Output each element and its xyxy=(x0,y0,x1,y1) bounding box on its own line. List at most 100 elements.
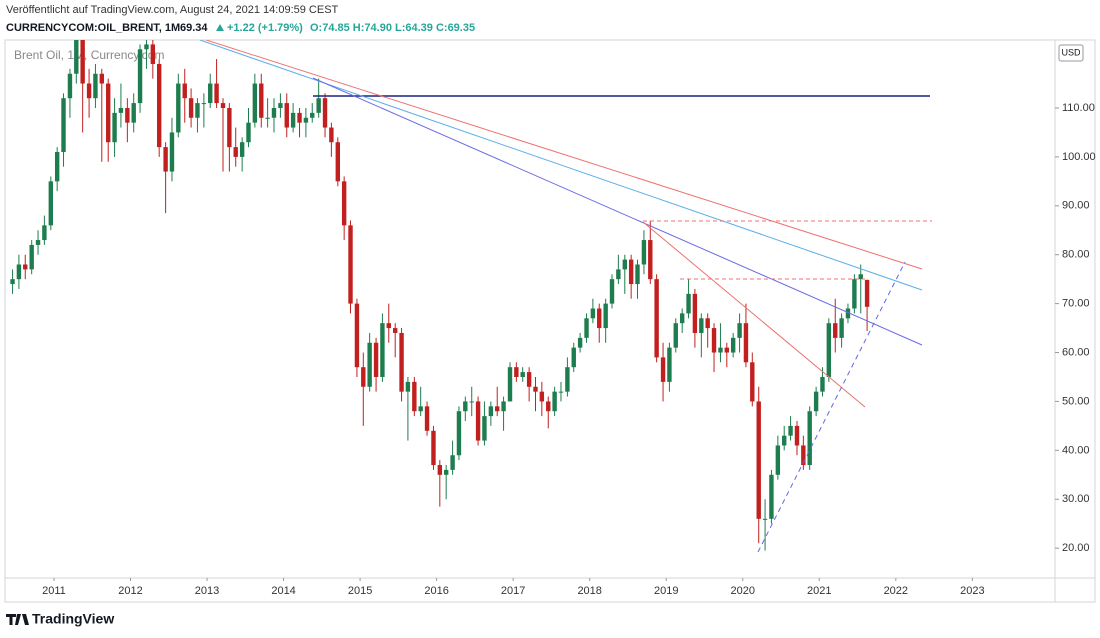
candle-body xyxy=(546,401,551,412)
candle-body xyxy=(112,112,117,143)
candle-body xyxy=(437,465,443,475)
candle-body xyxy=(641,240,647,265)
candle-body xyxy=(61,98,66,153)
candle-body xyxy=(450,455,455,470)
candle-body xyxy=(577,337,583,348)
candle-body xyxy=(718,347,723,353)
y-tick-label: 100.00 xyxy=(1062,151,1096,163)
candle-body xyxy=(67,73,73,99)
change: +1.22 (+1.79%) xyxy=(227,22,303,34)
ohlc: O:74.85 H:74.90 L:64.39 C:69.35 xyxy=(310,22,475,34)
candle-body xyxy=(252,83,258,123)
candle-body xyxy=(552,391,557,412)
candle-body xyxy=(520,372,525,377)
candle-body xyxy=(737,323,742,338)
y-tick-label: 60.00 xyxy=(1062,346,1090,358)
candle-body xyxy=(501,401,506,412)
candle-body xyxy=(99,73,104,84)
candle-body xyxy=(418,406,423,412)
candle-body xyxy=(609,279,615,304)
candle-body xyxy=(284,103,289,128)
candle-body xyxy=(169,132,175,172)
candle-body xyxy=(118,107,124,113)
candle-body xyxy=(711,328,717,353)
plot xyxy=(10,40,870,551)
candle-body xyxy=(750,362,755,402)
trend-line xyxy=(312,77,923,346)
candle-body xyxy=(74,40,79,74)
candle-body xyxy=(762,518,768,520)
x-tick-label: 2013 xyxy=(195,585,219,597)
currency: USD xyxy=(1061,47,1081,57)
trend-line xyxy=(642,221,866,408)
x-tick-label: 2022 xyxy=(884,585,908,597)
candle-body xyxy=(616,269,621,280)
candle-body xyxy=(475,401,481,441)
candle-body xyxy=(316,98,321,113)
candle-body xyxy=(125,107,130,123)
candle-body xyxy=(495,406,500,412)
candle-body xyxy=(794,425,800,446)
candle-body xyxy=(201,103,207,105)
y-tick-label: 110.00 xyxy=(1062,102,1095,114)
candle-body xyxy=(246,122,251,143)
x-tick-label: 2011 xyxy=(42,585,66,597)
candle-body xyxy=(354,303,360,368)
candle-body xyxy=(137,49,143,104)
up-arrow xyxy=(216,24,224,31)
x-tick-label: 2017 xyxy=(501,585,525,597)
candle-body xyxy=(571,347,576,368)
candle-body xyxy=(271,107,277,118)
candle-body xyxy=(514,367,519,377)
candle-body xyxy=(35,240,41,245)
candle-body xyxy=(361,367,366,387)
trend-line xyxy=(199,40,923,291)
candle-body xyxy=(23,264,28,270)
candle-body xyxy=(654,279,659,358)
candle-body xyxy=(335,142,341,182)
candle-body xyxy=(278,103,283,108)
x-tick-label: 2016 xyxy=(424,585,448,597)
candle-body xyxy=(463,401,468,412)
y-tick-label: 50.00 xyxy=(1062,395,1090,407)
candle-body xyxy=(864,279,870,307)
candle-body xyxy=(16,264,22,280)
candle-body xyxy=(584,318,589,338)
candle-body xyxy=(482,416,487,441)
candle-body xyxy=(833,323,838,338)
candle-body xyxy=(743,323,749,363)
candle-body xyxy=(507,367,513,402)
candle-body xyxy=(380,323,385,377)
candle-body xyxy=(686,293,691,314)
candle-body xyxy=(628,259,634,285)
candle-body xyxy=(660,357,666,382)
x-tick-label: 2015 xyxy=(348,585,372,597)
symbol: CURRENCYCOM:OIL_BRENT, 1M xyxy=(6,22,180,34)
candle-body xyxy=(48,181,54,226)
logo: TradingView xyxy=(32,611,114,627)
candle-body xyxy=(259,83,264,118)
candle-body xyxy=(214,83,219,104)
candle-body xyxy=(488,406,494,417)
candle-body xyxy=(801,445,806,466)
candle-body xyxy=(590,308,596,319)
x-tick-label: 2014 xyxy=(271,585,295,597)
candle-body xyxy=(826,323,832,377)
y-tick-label: 70.00 xyxy=(1062,298,1090,310)
candle-body xyxy=(597,308,602,329)
dashed-trend xyxy=(757,261,906,553)
candle-body xyxy=(603,303,608,329)
candle-body xyxy=(42,225,47,241)
candle-body xyxy=(163,147,168,172)
candle-body xyxy=(845,308,851,319)
x-tick-label: 2020 xyxy=(731,585,755,597)
x-tick-label: 2018 xyxy=(577,585,601,597)
candle-body xyxy=(526,372,532,387)
candle-body xyxy=(106,83,111,143)
trend-line xyxy=(204,40,923,270)
candle-body xyxy=(367,342,372,387)
candle-body xyxy=(443,469,449,475)
logo-icon xyxy=(6,614,29,625)
candle-body xyxy=(29,244,34,270)
